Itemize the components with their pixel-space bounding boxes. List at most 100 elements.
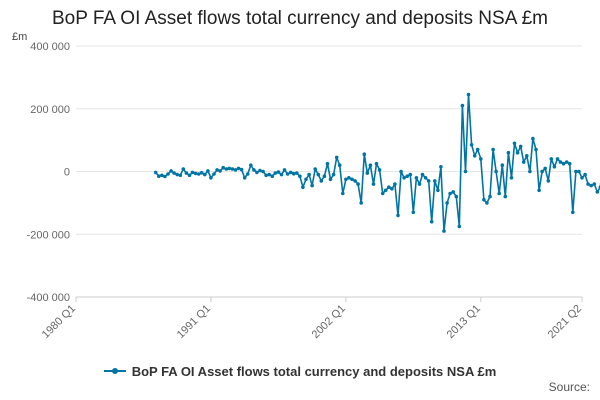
data-point[interactable] [537, 188, 541, 193]
data-point[interactable] [485, 201, 489, 205]
data-point[interactable] [313, 167, 318, 171]
data-point[interactable] [518, 144, 523, 149]
data-point[interactable] [374, 161, 379, 166]
data-point[interactable] [196, 172, 201, 176]
data-point[interactable] [561, 161, 566, 166]
data-point[interactable] [460, 103, 465, 108]
data-point[interactable] [353, 179, 357, 183]
data-point[interactable] [255, 170, 259, 175]
data-point[interactable] [414, 176, 419, 180]
data-point[interactable] [417, 182, 422, 186]
data-point[interactable] [552, 165, 557, 169]
data-point[interactable] [181, 167, 186, 171]
data-point[interactable] [291, 171, 296, 176]
data-point[interactable] [564, 160, 569, 164]
data-point[interactable] [442, 229, 446, 233]
data-point[interactable] [491, 147, 495, 152]
data-point[interactable] [497, 191, 502, 196]
legend[interactable]: BoP FA OI Asset flows total currency and… [0, 364, 600, 379]
data-point[interactable] [227, 166, 232, 171]
data-point[interactable] [233, 168, 238, 172]
data-point[interactable] [337, 163, 342, 167]
data-point[interactable] [580, 176, 584, 180]
data-point[interactable] [203, 172, 207, 177]
data-point[interactable] [479, 157, 483, 161]
data-point[interactable] [215, 168, 219, 172]
data-point[interactable] [436, 188, 440, 193]
data-point[interactable] [512, 141, 517, 146]
data-point[interactable] [393, 182, 397, 186]
data-point[interactable] [408, 172, 413, 177]
data-point[interactable] [245, 172, 250, 176]
data-point[interactable] [521, 160, 526, 164]
data-point[interactable] [331, 172, 336, 177]
data-point[interactable] [423, 176, 428, 180]
data-point[interactable] [236, 166, 241, 171]
data-point[interactable] [316, 172, 321, 177]
data-point[interactable] [509, 176, 514, 180]
data-point[interactable] [463, 169, 468, 174]
data-point[interactable] [574, 169, 578, 174]
data-point[interactable] [239, 167, 244, 172]
data-point[interactable] [380, 191, 385, 196]
data-point[interactable] [252, 168, 256, 172]
data-point[interactable] [555, 157, 560, 161]
data-point[interactable] [193, 171, 198, 176]
data-point[interactable] [334, 155, 339, 160]
data-point[interactable] [525, 154, 529, 158]
data-point[interactable] [310, 183, 314, 188]
data-point[interactable] [282, 168, 287, 172]
data-point[interactable] [506, 150, 511, 155]
data-point[interactable] [469, 143, 474, 147]
data-point[interactable] [157, 174, 161, 178]
data-point[interactable] [267, 172, 272, 177]
data-point[interactable] [212, 172, 216, 176]
data-point[interactable] [172, 171, 176, 175]
data-point[interactable] [475, 147, 480, 152]
data-point[interactable] [169, 169, 173, 173]
data-point[interactable] [295, 171, 299, 175]
data-point[interactable] [362, 152, 367, 156]
data-point[interactable] [448, 191, 452, 196]
data-point[interactable] [503, 194, 508, 199]
data-point[interactable] [546, 179, 551, 183]
data-point[interactable] [433, 179, 437, 183]
data-point[interactable] [270, 174, 275, 178]
data-point[interactable] [494, 169, 498, 174]
data-point[interactable] [583, 172, 587, 177]
data-point[interactable] [411, 210, 416, 215]
data-point[interactable] [258, 168, 262, 173]
data-point[interactable] [390, 187, 394, 191]
data-point[interactable] [426, 179, 431, 183]
data-point[interactable] [206, 169, 210, 173]
data-point[interactable] [328, 177, 333, 182]
data-point[interactable] [344, 177, 348, 182]
data-point[interactable] [543, 166, 547, 171]
data-point[interactable] [178, 173, 183, 178]
data-point[interactable] [325, 161, 330, 166]
data-point[interactable] [184, 171, 189, 175]
data-point[interactable] [567, 161, 572, 166]
data-point[interactable] [451, 190, 456, 194]
data-point[interactable] [439, 165, 443, 169]
data-point[interactable] [350, 177, 354, 182]
data-point[interactable] [218, 169, 222, 173]
data-point[interactable] [230, 167, 235, 171]
data-point[interactable] [420, 172, 425, 177]
data-point[interactable] [540, 169, 544, 174]
data-point[interactable] [264, 173, 268, 178]
data-point[interactable] [558, 160, 563, 164]
data-point[interactable] [466, 92, 471, 97]
data-point[interactable] [571, 210, 575, 215]
data-point[interactable] [341, 191, 345, 196]
data-point[interactable] [163, 174, 167, 179]
data-point[interactable] [371, 182, 376, 186]
data-point[interactable] [387, 185, 391, 189]
data-point[interactable] [534, 147, 538, 152]
data-point[interactable] [515, 150, 520, 155]
data-point[interactable] [301, 185, 305, 189]
data-point[interactable] [531, 136, 535, 141]
data-point[interactable] [457, 224, 462, 229]
data-point[interactable] [454, 194, 459, 199]
data-point[interactable] [365, 171, 370, 175]
